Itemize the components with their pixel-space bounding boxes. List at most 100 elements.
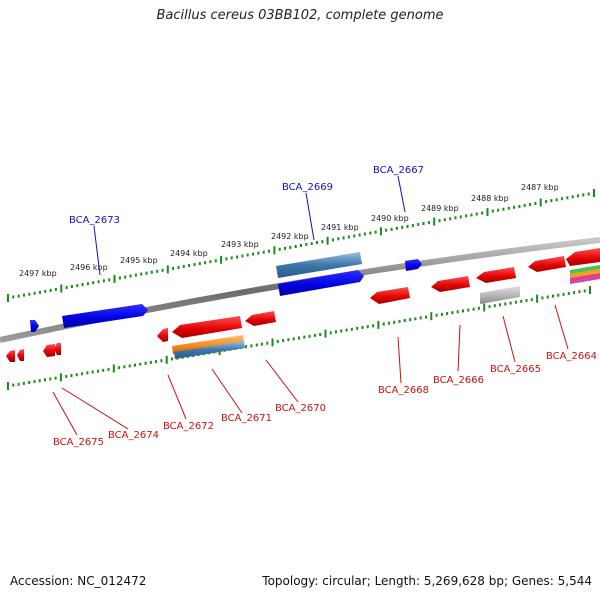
minor-tick: [44, 289, 47, 293]
gene-label[interactable]: BCA_2669: [282, 182, 333, 193]
minor-tick: [245, 345, 248, 349]
minor-tick: [171, 357, 173, 361]
minor-tick: [278, 247, 281, 251]
genes-value: 5,544: [557, 574, 592, 588]
minor-tick: [161, 268, 164, 272]
gene-label[interactable]: BCA_2665: [490, 364, 541, 375]
minor-tick: [361, 326, 364, 329]
minor-tick: [467, 308, 470, 312]
gene-label[interactable]: BCA_2675: [53, 437, 104, 448]
topology-label: Topology:: [262, 574, 319, 588]
minor-tick: [446, 312, 449, 316]
gene-arrow[interactable]: [276, 252, 362, 278]
major-tick: [165, 355, 168, 364]
minor-tick: [70, 285, 73, 288]
gene-arrow[interactable]: [30, 320, 39, 332]
gene-arrow[interactable]: [570, 273, 600, 282]
minor-tick: [12, 383, 15, 387]
scale-label: 2490 kbp: [371, 214, 409, 223]
gene-arrow[interactable]: [480, 286, 520, 304]
gene-arrow[interactable]: [431, 276, 470, 292]
minor-tick: [287, 338, 290, 342]
accession-label: Accession:: [10, 574, 74, 588]
minor-tick: [406, 224, 409, 228]
minor-tick: [150, 270, 153, 274]
minor-tick: [140, 272, 143, 276]
gene-arrow[interactable]: [245, 311, 276, 326]
gene-arrow[interactable]: [43, 344, 55, 357]
minor-tick: [374, 230, 377, 234]
gene-label[interactable]: BCA_2672: [163, 421, 214, 432]
gene-arrow[interactable]: [6, 350, 15, 362]
minor-tick: [561, 197, 563, 201]
minor-tick: [332, 238, 334, 242]
gene-arrow[interactable]: [17, 349, 24, 361]
minor-tick: [300, 244, 302, 247]
minor-tick: [298, 336, 300, 340]
gene-arrow[interactable]: [570, 269, 600, 278]
minor-tick: [129, 274, 132, 278]
gene-label[interactable]: BCA_2673: [69, 215, 120, 226]
minor-tick: [329, 331, 332, 335]
gene-arrow[interactable]: [370, 287, 410, 304]
minor-tick: [262, 250, 265, 254]
major-tick: [483, 303, 486, 312]
minor-tick: [546, 295, 549, 299]
gene-arrow[interactable]: [157, 328, 168, 342]
minor-tick: [28, 292, 31, 296]
minor-tick: [395, 226, 398, 230]
gene-arrow[interactable]: [172, 316, 242, 338]
minor-tick: [313, 333, 316, 337]
minor-tick: [134, 363, 136, 367]
gene-arrow[interactable]: [172, 335, 244, 354]
minor-tick: [33, 380, 36, 384]
minor-tick: [155, 360, 158, 364]
gene-arrow[interactable]: [570, 277, 600, 284]
minor-tick: [91, 370, 94, 374]
minor-tick: [390, 227, 393, 231]
gene-label[interactable]: BCA_2668: [378, 385, 429, 396]
gene-label[interactable]: BCA_2667: [373, 165, 424, 176]
gene-arrow[interactable]: [566, 248, 600, 266]
major-tick: [60, 284, 63, 293]
minor-tick: [472, 307, 475, 311]
minor-tick: [144, 361, 147, 365]
gene-label[interactable]: BCA_2671: [221, 413, 272, 424]
gene-arrow[interactable]: [62, 304, 148, 328]
minor-tick: [198, 262, 201, 266]
gene-arrow[interactable]: [528, 256, 566, 272]
gene-arrow[interactable]: [174, 341, 245, 359]
scale-label: 2494 kbp: [170, 249, 208, 258]
minor-tick: [22, 381, 25, 385]
minor-tick: [403, 319, 406, 322]
accession-value: NC_012472: [77, 574, 147, 588]
minor-tick: [266, 341, 269, 345]
gene-label[interactable]: BCA_2666: [433, 375, 484, 386]
gene-arrow[interactable]: [476, 267, 516, 283]
minor-tick: [282, 339, 285, 343]
accession-info: Accession: NC_012472: [10, 574, 146, 588]
minor-tick: [250, 344, 253, 348]
gene-arrow[interactable]: [278, 270, 364, 296]
minor-tick: [86, 371, 89, 375]
major-tick: [7, 294, 9, 302]
gene-arrow[interactable]: [54, 343, 61, 355]
gene-label[interactable]: BCA_2664: [546, 351, 597, 362]
minor-tick: [308, 334, 311, 338]
minor-tick: [255, 343, 258, 347]
minor-tick: [387, 321, 390, 325]
minor-tick: [319, 333, 322, 336]
gene-arrow[interactable]: [570, 265, 600, 274]
minor-tick: [419, 316, 422, 320]
minor-tick: [38, 379, 41, 383]
minor-tick: [209, 260, 212, 264]
gene-label[interactable]: BCA_2670: [275, 403, 326, 414]
minor-tick: [497, 208, 500, 212]
gene-arrow[interactable]: [405, 259, 422, 271]
minor-tick: [96, 369, 99, 373]
minor-tick: [358, 233, 361, 237]
minor-tick: [520, 299, 523, 303]
minor-tick: [567, 292, 570, 295]
minor-tick: [350, 327, 353, 331]
gene-label[interactable]: BCA_2674: [108, 430, 159, 441]
